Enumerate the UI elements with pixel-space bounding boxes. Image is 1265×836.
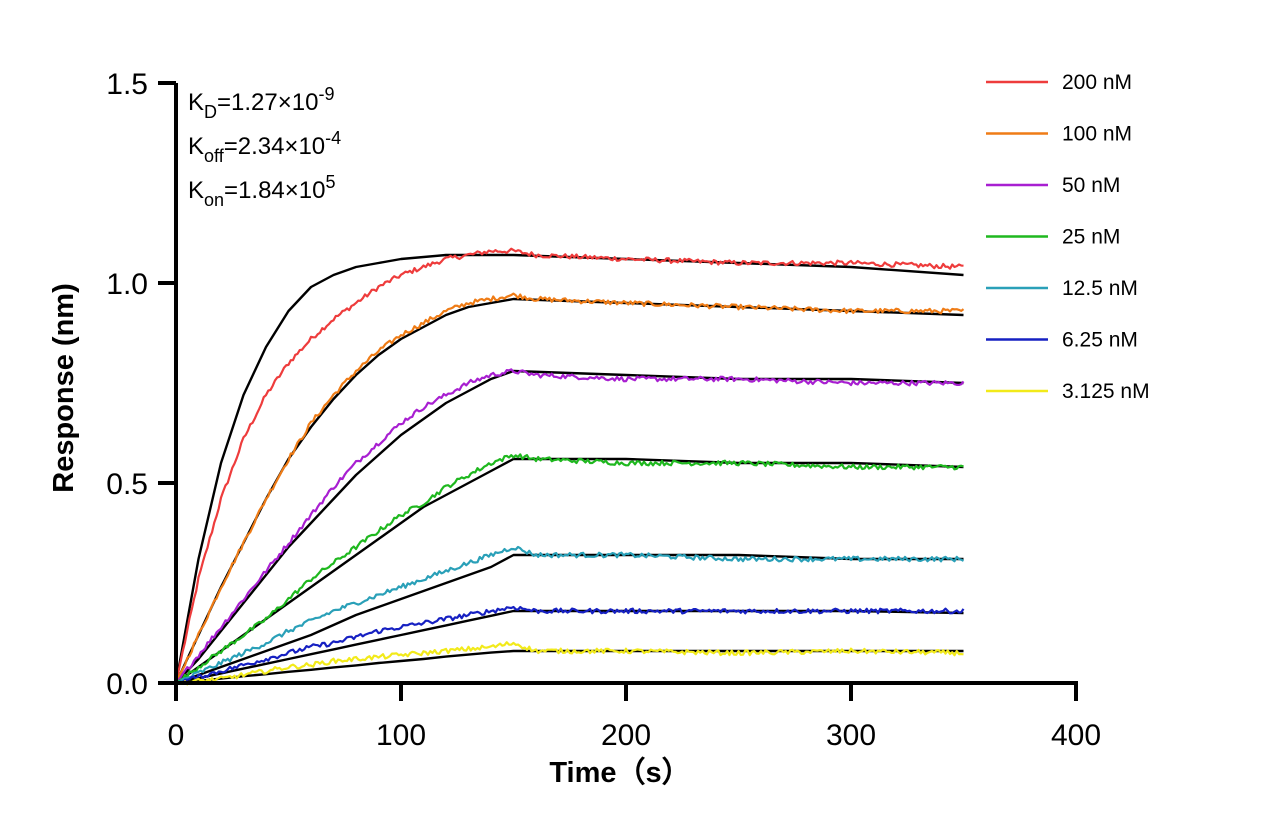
series-line-25-nM xyxy=(175,453,964,684)
legend-label-25-nM: 25 nM xyxy=(1062,226,1120,249)
series-line-12-5-nM xyxy=(175,545,965,685)
y-tick-label: 0.5 xyxy=(106,468,148,501)
x-tick-label: 200 xyxy=(601,719,651,752)
legend-label-200-nM: 200 nM xyxy=(1062,71,1132,94)
y-axis-title: Response (nm) xyxy=(48,283,80,492)
series-line-3-125-nM xyxy=(175,641,964,686)
kinetic-constant-d: KD=1.27×10-9 xyxy=(188,84,334,122)
series-line-200-nM xyxy=(174,247,964,684)
fit-line-50-nM xyxy=(175,369,964,684)
x-axis-title: Time（s） xyxy=(549,756,690,789)
fit-line-3-125-nM xyxy=(175,649,964,685)
series-line-6-25-nM xyxy=(175,605,965,685)
legend-label-100-nM: 100 nM xyxy=(1062,123,1132,146)
series-line-100-nM xyxy=(175,292,965,684)
legend: 200 nM 100 nM 50 nM 25 nM 12.5 nM 6.25 nM 3.12… xyxy=(986,71,1150,403)
data-curves xyxy=(174,247,965,686)
kinetic-constant-off: Koff=2.34×10-4 xyxy=(188,128,341,166)
y-tick-label: 1.0 xyxy=(106,268,148,301)
kinetic-constant-on: Kon=1.84×105 xyxy=(188,172,336,210)
kinetics-annotation: KD=1.27×10-9 Koff=2.34×10-4 Kon=1.84×105 xyxy=(188,84,341,210)
legend-label-3-125-nM: 3.125 nM xyxy=(1062,380,1150,403)
series-line-50-nM xyxy=(175,368,965,684)
x-tick-label: 100 xyxy=(376,719,426,752)
axes: 0 100 200 300 400 0.0 0.5 1.0 1.5 xyxy=(106,68,1101,752)
x-tick-label: 0 xyxy=(168,719,185,752)
x-tick-label: 300 xyxy=(826,719,876,752)
fit-line-12-5-nM xyxy=(175,553,964,685)
legend-label-50-nM: 50 nM xyxy=(1062,174,1120,197)
legend-label-6-25-nM: 6.25 nM xyxy=(1062,329,1138,352)
y-tick-label: 1.5 xyxy=(106,68,148,101)
x-tick-label: 400 xyxy=(1051,719,1101,752)
y-tick-label: 0.0 xyxy=(106,668,148,701)
legend-label-12-5-nM: 12.5 nM xyxy=(1062,277,1138,300)
